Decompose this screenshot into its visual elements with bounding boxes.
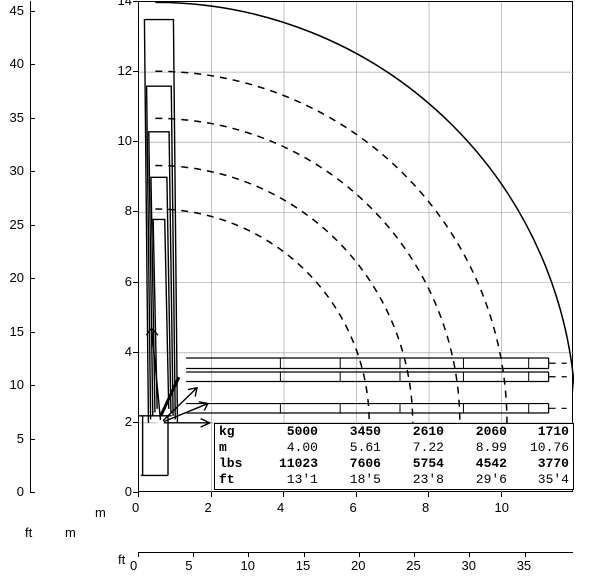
axis-ft-bottom xyxy=(138,552,573,553)
cell: 1710 xyxy=(509,424,571,440)
xtick-m: 2 xyxy=(205,500,212,515)
cell: 7.22 xyxy=(383,440,446,456)
cell: 3450 xyxy=(320,424,383,440)
unit-m-left: m xyxy=(95,505,106,520)
cell: 7606 xyxy=(320,456,383,472)
ytick-ft: 25 xyxy=(2,217,24,232)
row-header: ft xyxy=(215,472,257,488)
ytick-ft: 20 xyxy=(2,270,24,285)
plot-area xyxy=(138,1,573,492)
table-row: kg50003450261020601710 xyxy=(215,424,573,440)
xtick-m: 6 xyxy=(350,500,357,515)
xtick-ft: 35 xyxy=(517,558,531,573)
cell: 4.00 xyxy=(257,440,320,456)
cell: 3770 xyxy=(509,456,571,472)
table-row: m4.005.617.228.9910.76 xyxy=(215,440,573,456)
ytick-ft: 15 xyxy=(2,324,24,339)
xtick-ft: 10 xyxy=(240,558,254,573)
cell: 4542 xyxy=(446,456,509,472)
ytick-ft: 0 xyxy=(2,484,24,499)
cell: 29'6 xyxy=(446,472,509,488)
ytick-ft: 35 xyxy=(2,110,24,125)
ytick-ft: 5 xyxy=(2,431,24,446)
boom-vertical xyxy=(144,20,177,423)
axis-ft-ruler xyxy=(30,1,31,492)
table-row: lbs110237606575445423770 xyxy=(215,456,573,472)
unit-ft-left: ft xyxy=(25,525,32,540)
ytick-ft: 40 xyxy=(2,56,24,71)
figure-root: m ft m ft kg50003450261020601710m4.005.6… xyxy=(0,0,590,583)
ytick-m: 12 xyxy=(110,63,132,78)
ytick-ft: 45 xyxy=(2,3,24,18)
row-header: kg xyxy=(215,424,257,440)
xtick-ft: 15 xyxy=(296,558,310,573)
cell: 18'5 xyxy=(320,472,383,488)
xtick-ft: 25 xyxy=(406,558,420,573)
cell: 5.61 xyxy=(320,440,383,456)
ytick-m: 2 xyxy=(110,414,132,429)
grid xyxy=(139,2,574,493)
ytick-m: 14 xyxy=(110,0,132,8)
ytick-m: 6 xyxy=(110,274,132,289)
xtick-m: 0 xyxy=(132,500,139,515)
capacity-table: kg50003450261020601710m4.005.617.228.991… xyxy=(214,423,574,490)
row-header: lbs xyxy=(215,456,257,472)
plot-svg xyxy=(139,2,574,493)
ytick-ft: 30 xyxy=(2,163,24,178)
xtick-m: 4 xyxy=(277,500,284,515)
xtick-ft: 5 xyxy=(185,558,192,573)
cell: 13'1 xyxy=(257,472,320,488)
boom-horizontal xyxy=(186,358,567,413)
cell: 5754 xyxy=(383,456,446,472)
ytick-m: 0 xyxy=(110,484,132,499)
cell: 11023 xyxy=(257,456,320,472)
unit-ft-bottom: ft xyxy=(118,552,125,567)
cell: 35'4 xyxy=(509,472,571,488)
cell: 10.76 xyxy=(509,440,571,456)
cell: 23'8 xyxy=(383,472,446,488)
table-row: ft13'118'523'829'635'4 xyxy=(215,472,573,488)
xtick-ft: 30 xyxy=(461,558,475,573)
xtick-m: 10 xyxy=(495,500,509,515)
cell: 5000 xyxy=(257,424,320,440)
cell: 2610 xyxy=(383,424,446,440)
cell: 8.99 xyxy=(446,440,509,456)
ytick-m: 4 xyxy=(110,344,132,359)
ytick-m: 10 xyxy=(110,133,132,148)
xtick-m: 8 xyxy=(422,500,429,515)
ytick-m: 8 xyxy=(110,203,132,218)
unit-m-bottom: m xyxy=(65,525,76,540)
xtick-ft: 20 xyxy=(351,558,365,573)
ytick-ft: 10 xyxy=(2,377,24,392)
row-header: m xyxy=(215,440,257,456)
xtick-ft: 0 xyxy=(130,558,137,573)
cell: 2060 xyxy=(446,424,509,440)
